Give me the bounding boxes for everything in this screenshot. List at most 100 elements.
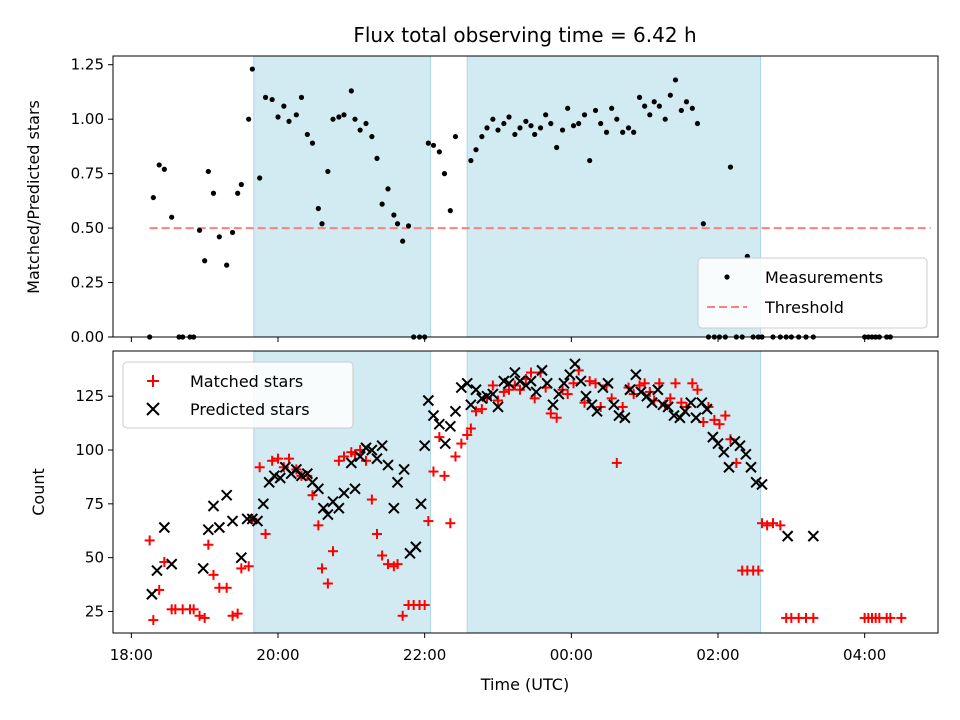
measurement-point: [257, 175, 263, 181]
legend-box-top: [697, 257, 928, 329]
matched-stars-point: [322, 578, 333, 589]
matched-stars-point: [885, 612, 896, 623]
matched-stars-point: [529, 393, 540, 404]
measurement-point: [202, 258, 208, 264]
measurement-point: [249, 66, 255, 72]
predicted-stars-point: [553, 388, 565, 400]
matched-stars-point: [487, 380, 498, 391]
matched-stars-point: [260, 528, 271, 539]
predicted-stars-point: [740, 448, 752, 461]
matched-stars-point: [579, 397, 590, 408]
predicted-stars-point: [410, 541, 422, 553]
measurement-point: [150, 194, 156, 201]
matched-stars-point: [366, 494, 377, 505]
x-tick-label: 02:00: [696, 646, 739, 664]
predicted-stars-point: [345, 457, 358, 469]
measurement-point: [341, 112, 347, 118]
matched-stars-point: [471, 406, 481, 417]
matched-stars-point: [236, 563, 247, 574]
legend-label-matched: Matched stars: [190, 372, 303, 391]
measurement-point: [548, 120, 554, 127]
predicted-stars-point: [541, 377, 553, 389]
measurement-point: [700, 221, 706, 227]
predicted-stars-point: [398, 463, 410, 476]
legend-label-measurements: Measurements: [765, 268, 883, 287]
predicted-stars-point: [635, 386, 647, 398]
measurement-point: [678, 107, 684, 114]
measurement-point: [286, 118, 292, 124]
measurement-point: [517, 125, 523, 131]
predicted-stars-point: [718, 446, 730, 458]
measurement-point: [554, 144, 560, 151]
measurement-point: [210, 190, 217, 196]
matched-stars-point: [720, 410, 731, 421]
matched-stars-point: [450, 451, 461, 462]
measurement-point: [620, 129, 626, 135]
measurement-point: [436, 149, 442, 155]
measurement-point: [216, 234, 222, 240]
predicted-stars-point: [388, 502, 400, 514]
measurement-point: [275, 114, 281, 120]
matched-stars-point: [775, 520, 786, 531]
matched-stars-point: [419, 600, 430, 611]
predicted-stars-point: [807, 530, 820, 542]
matched-stars-point: [372, 528, 382, 539]
matched-stars-point: [188, 604, 199, 615]
legend-top: Measurements Threshold: [697, 257, 928, 329]
measurement-point: [238, 181, 244, 188]
y-tick-label: 25: [85, 602, 104, 620]
measurement-point: [161, 166, 167, 172]
predicted-stars-point: [461, 377, 473, 389]
predicted-stars-point: [558, 377, 570, 389]
predicted-stars-point: [624, 384, 636, 396]
observing-intervals-top: [253, 55, 762, 338]
matched-stars-point: [465, 423, 476, 434]
plot-frame-top: [112, 55, 939, 338]
predicted-stars-point: [349, 483, 361, 495]
panel-star-counts: 25 50 75 100 125 18:00 20:00 22:00 00:00 02:00 04…: [29, 350, 939, 694]
matched-stars-point: [545, 408, 556, 419]
legend-box-bottom: [122, 361, 354, 429]
y-tick-label: 0.00: [71, 328, 104, 346]
measurement-point: [156, 162, 162, 168]
matched-stars-point: [328, 546, 338, 557]
matched-stars-point: [445, 518, 456, 529]
y-axis-label-bottom: Count: [29, 468, 48, 516]
predicted-stars-point: [449, 405, 462, 417]
predicted-stars-point: [619, 412, 631, 424]
predicted-stars-point: [455, 381, 468, 394]
predicted-stars-point: [444, 420, 457, 433]
predicted-stars-point: [151, 564, 163, 577]
x-axis-ticks-top: [130, 337, 866, 342]
predicted-stars-point: [158, 521, 171, 534]
y-tick-label: 100: [75, 441, 104, 459]
predicted-stars-point: [712, 437, 724, 450]
predicted-stars-point: [213, 521, 226, 534]
measurement-point: [484, 125, 490, 131]
predicted-stars-point: [575, 375, 587, 387]
measurement-point: [667, 92, 673, 98]
predicted-stars-point: [509, 366, 521, 379]
measurement-point: [609, 105, 615, 111]
measurement-point: [642, 103, 648, 109]
predicted-stars-point: [662, 401, 674, 413]
matched-stars-point: [284, 453, 294, 464]
measurement-point: [391, 212, 397, 218]
matched-stars-point: [159, 556, 170, 567]
measurement-point: [281, 103, 287, 109]
measurement-point: [651, 99, 657, 105]
y-tick-label: 75: [85, 495, 104, 513]
predicted-stars-point: [646, 396, 658, 409]
measurement-point: [587, 157, 593, 164]
matched-stars-point: [339, 451, 349, 462]
predicted-stars-point: [241, 513, 253, 525]
plot-frame-bottom: [112, 350, 939, 634]
measurement-point: [425, 140, 431, 146]
matched-stars-point: [203, 539, 214, 550]
y-tick-label: 0.75: [71, 165, 104, 183]
predicted-stars-point: [235, 551, 248, 564]
y-tick-label: 0.50: [71, 219, 104, 237]
predicted-stars-point: [745, 461, 757, 473]
matched-stars-point: [144, 535, 155, 546]
